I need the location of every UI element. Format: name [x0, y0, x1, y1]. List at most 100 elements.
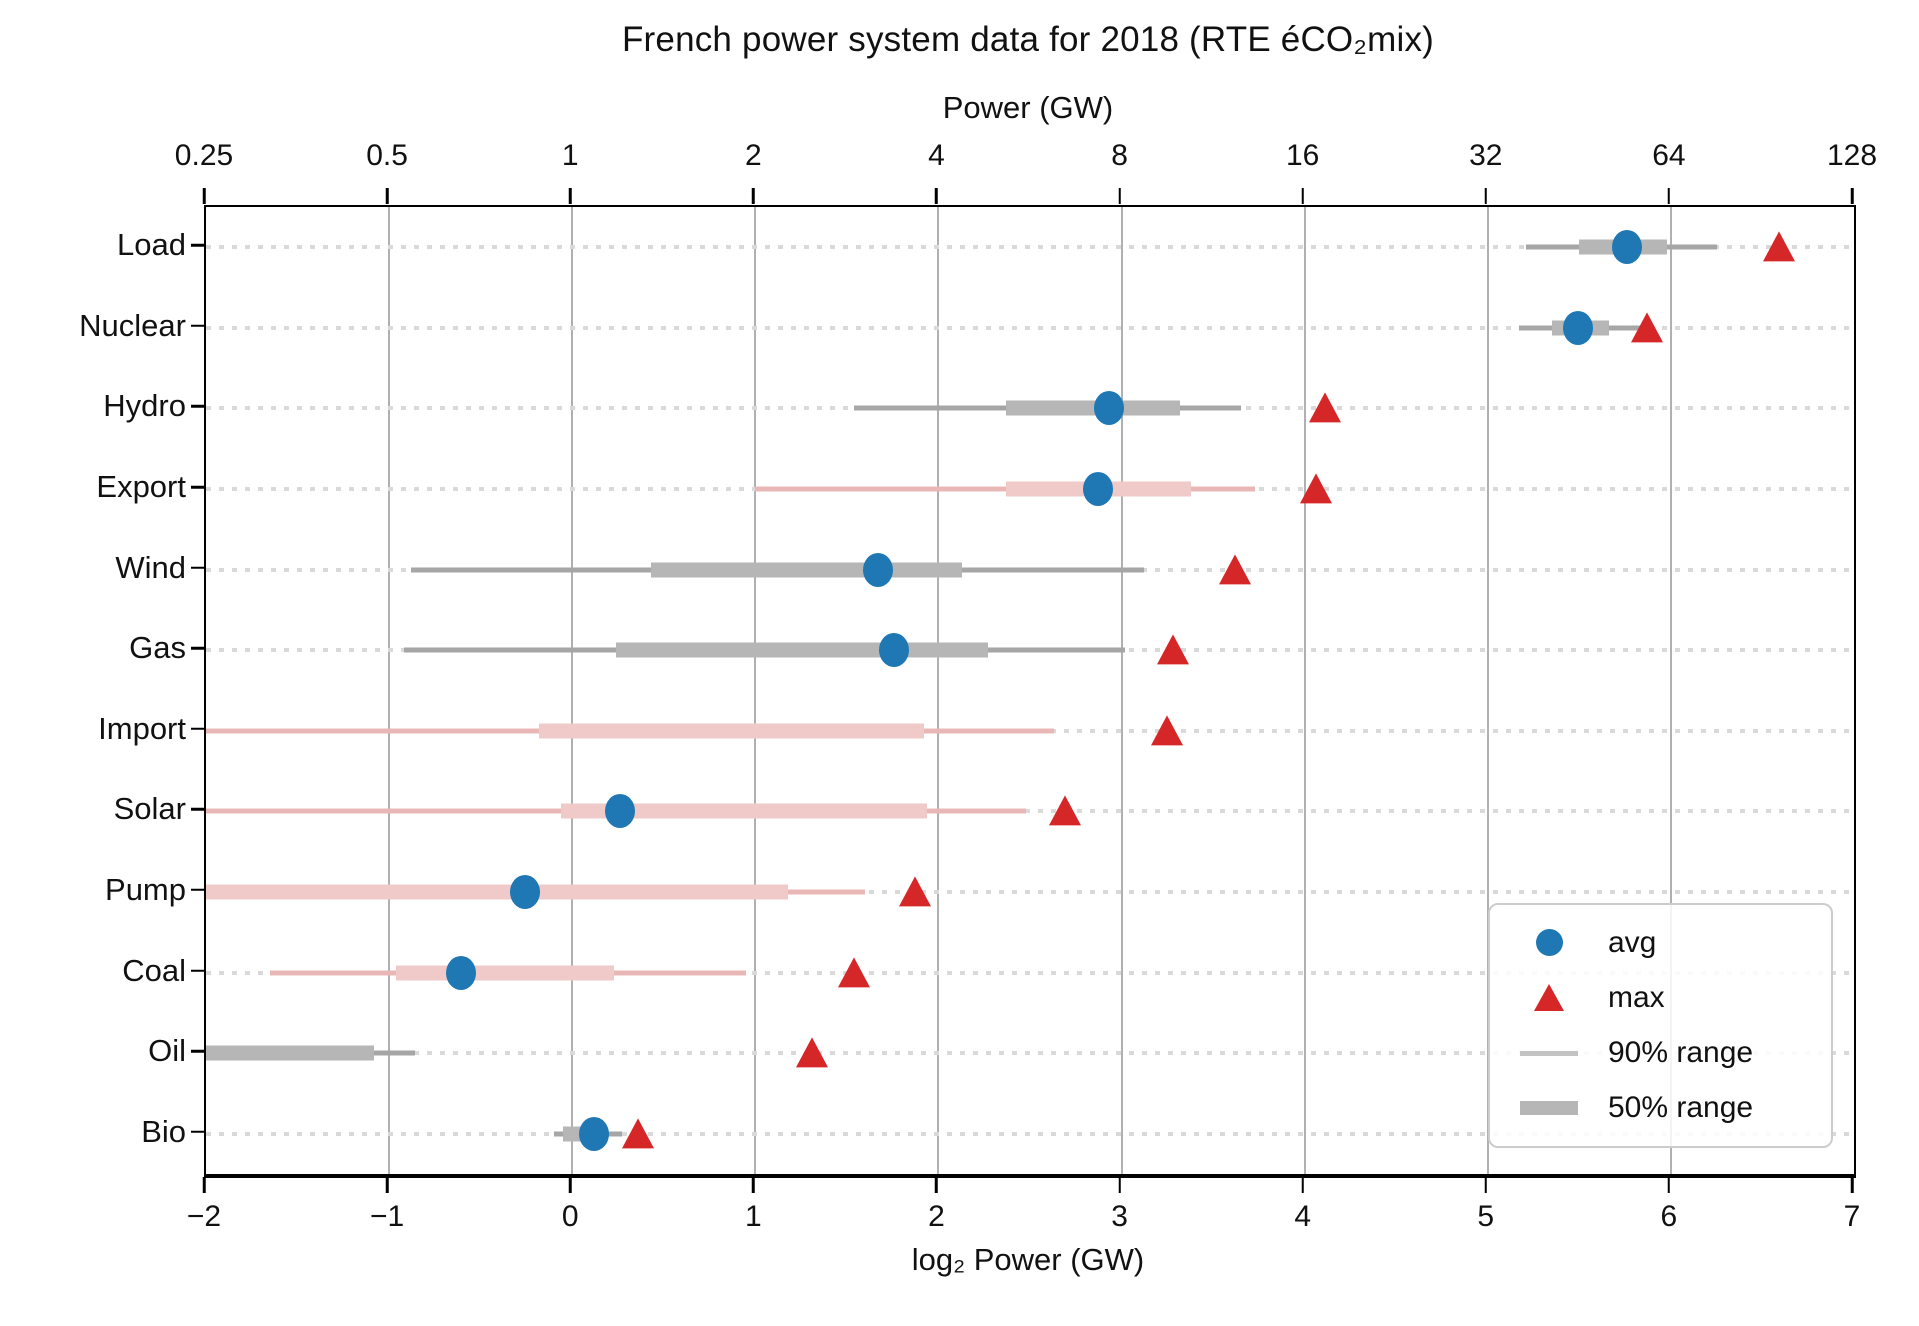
top-tick [935, 188, 938, 204]
top-tick [568, 188, 572, 204]
x-tick-label: 4 [1294, 1200, 1311, 1233]
top-axis-label: Power (GW) [942, 90, 1114, 125]
x-tick-label: 0 [561, 1200, 579, 1233]
max-marker [1156, 634, 1189, 665]
x-tick [385, 1177, 389, 1193]
y-tick [191, 888, 204, 892]
category-label: Export [96, 469, 186, 505]
top-tick [202, 188, 206, 204]
chart-title: French power system data for 2018 (RTE é… [621, 20, 1435, 59]
legend: avg max 90% range 50% range [1488, 903, 1833, 1148]
category-label: Nuclear [79, 307, 186, 343]
x-tick [1118, 1177, 1121, 1193]
y-tick [191, 727, 204, 731]
top-tick [1301, 188, 1304, 204]
gridline [1120, 207, 1123, 1174]
range-90 [755, 486, 1256, 492]
gridline [1669, 207, 1672, 1174]
x-tick-label: 5 [1477, 1200, 1495, 1233]
range-50 [1006, 400, 1181, 416]
category-label: Coal [122, 952, 186, 988]
range-50 [206, 1045, 375, 1061]
top-tick-label: 32 [1469, 139, 1503, 172]
category-label: Hydro [103, 388, 186, 424]
row-leader [206, 1131, 1854, 1136]
x-tick [1850, 1177, 1854, 1193]
avg-marker [1082, 472, 1113, 507]
row-leader [206, 245, 1854, 250]
y-tick [191, 244, 204, 247]
category-label: Gas [129, 630, 186, 666]
top-tick-label: 2 [744, 139, 762, 172]
max-marker [1048, 795, 1081, 826]
max-marker [622, 1118, 655, 1149]
y-tick [191, 969, 204, 972]
range-50 [539, 723, 924, 739]
x-tick-label: 1 [744, 1200, 762, 1233]
avg-marker [509, 874, 540, 909]
gridline [571, 207, 574, 1174]
range-50 [616, 642, 988, 658]
avg-marker [579, 1116, 610, 1151]
max-marker [898, 876, 931, 907]
avg-marker [1611, 230, 1642, 265]
avg-marker [445, 955, 476, 990]
range-50 [561, 803, 928, 819]
y-tick [191, 485, 204, 489]
category-label: Solar [113, 791, 186, 827]
max-marker [1299, 473, 1332, 504]
x-tick [752, 1177, 755, 1193]
top-tick-label: 8 [1111, 139, 1128, 172]
range-50 [396, 965, 615, 981]
row-leader [206, 970, 1854, 975]
top-tick [1484, 188, 1488, 204]
x-tick-label: −1 [370, 1200, 405, 1233]
top-tick-label: 64 [1652, 139, 1686, 172]
max-marker [1151, 715, 1184, 746]
gridline [1303, 207, 1306, 1174]
top-tick-label: 0.25 [174, 139, 234, 172]
legend-label-max: max [1608, 980, 1665, 1014]
category-label: Bio [141, 1113, 186, 1149]
avg-marker [1562, 310, 1593, 345]
legend-item-max: max [1490, 981, 1831, 1015]
top-tick-label: 128 [1826, 139, 1878, 172]
row-leader [206, 325, 1854, 330]
x-tick-label: 6 [1660, 1200, 1678, 1233]
category-label: Oil [148, 1033, 186, 1069]
x-tick [568, 1177, 572, 1193]
y-tick [191, 1130, 204, 1133]
top-tick [385, 188, 389, 204]
avg-marker [879, 633, 910, 668]
x-tick [1301, 1177, 1304, 1193]
x-tick-label: −2 [186, 1200, 222, 1233]
legend-item-90-range: 90% range [1490, 1036, 1831, 1070]
max-marker [1631, 312, 1664, 343]
y-tick [191, 808, 204, 811]
legend-label-50-range: 50% range [1608, 1091, 1754, 1125]
category-label: Import [98, 710, 186, 746]
category-label: Load [117, 227, 186, 263]
avg-marker-icon [1535, 929, 1563, 957]
legend-item-avg: avg [1490, 926, 1831, 960]
gridline [388, 207, 391, 1174]
top-tick-label: 4 [928, 139, 945, 172]
gridline [754, 207, 757, 1174]
range50-line-icon [1520, 1101, 1578, 1116]
top-tick [1667, 188, 1671, 204]
category-label: Wind [115, 549, 186, 585]
max-marker [796, 1037, 829, 1068]
range-50 [206, 884, 789, 900]
y-tick [191, 1049, 204, 1053]
x-tick [935, 1177, 938, 1193]
range-50 [650, 562, 963, 578]
row-leader [206, 1051, 1854, 1056]
max-marker-icon [1534, 984, 1564, 1012]
y-tick [191, 324, 204, 328]
x-tick-label: 7 [1843, 1200, 1861, 1233]
gridline [1486, 207, 1489, 1174]
gridline [937, 207, 940, 1174]
x-tick [202, 1177, 206, 1193]
avg-marker [604, 794, 635, 829]
